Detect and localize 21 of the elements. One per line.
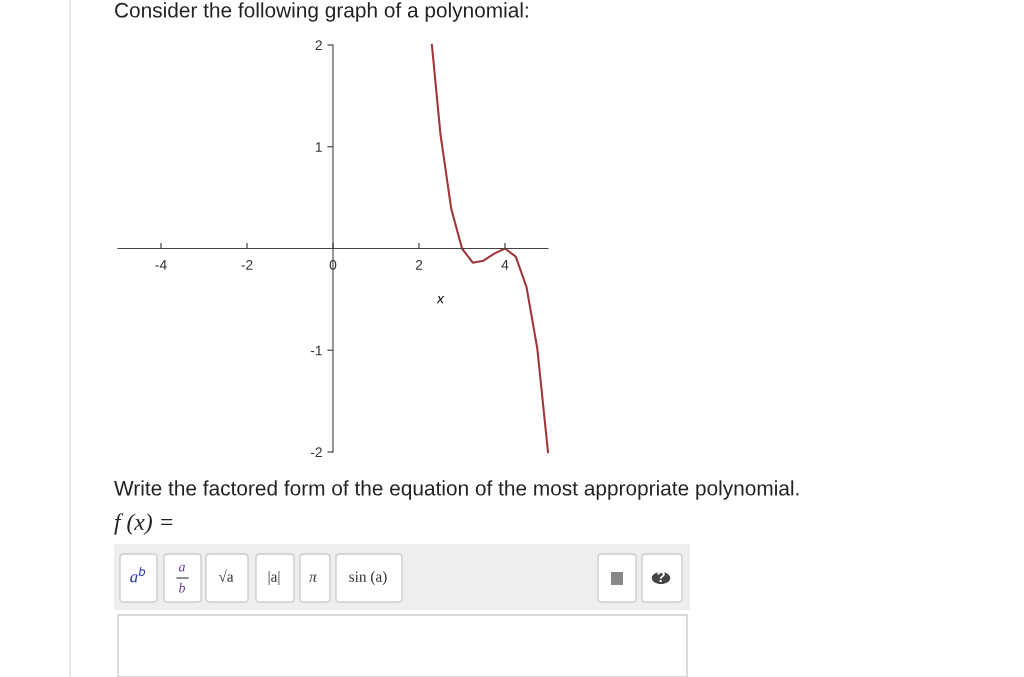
x-tick-label: -4: [155, 260, 167, 270]
y-tick-label: -1: [310, 345, 322, 356]
text: b: [179, 582, 186, 593]
x-tick-label: 4: [501, 260, 509, 270]
text: Write the factored form of the equation of the most appropriate polynomial.: [114, 480, 799, 500]
line-series: [430, 43, 550, 454]
y-tick-label: -2: [310, 447, 322, 458]
y-tick-label: 2: [315, 40, 322, 51]
x-tick-label: 0: [329, 259, 337, 270]
x-axis-title: x: [436, 296, 445, 304]
x-tick-label: -2: [241, 259, 253, 270]
text: |a|: [268, 571, 280, 585]
text: f (x) =: [114, 513, 173, 535]
text: a$^{b}$: [130, 566, 146, 583]
y-tick-label: 1: [315, 142, 322, 152]
chart-title: Consider the following graph of a polynomial:: [115, 2, 528, 22]
text: a: [178, 564, 185, 572]
text: √a: [218, 569, 234, 582]
text: π: [309, 574, 318, 582]
text: sin (a): [349, 571, 387, 585]
x-tick-label: 2: [415, 259, 423, 270]
